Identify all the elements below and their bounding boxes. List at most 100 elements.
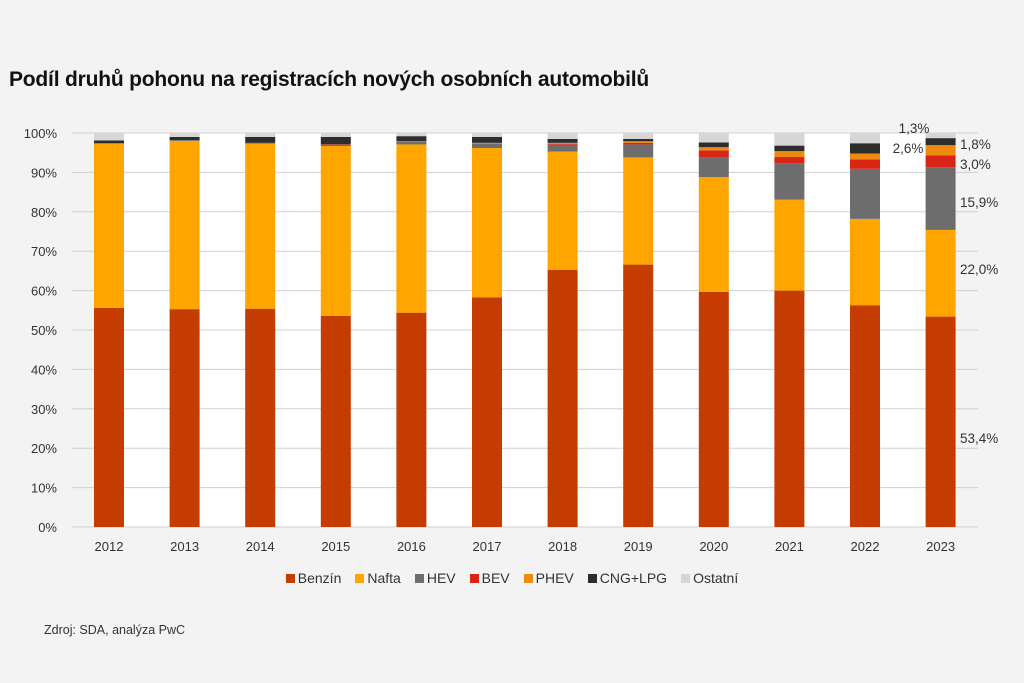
bar-segment-benz-n — [169, 309, 200, 527]
bar-segment-benz-n — [623, 264, 654, 527]
x-tick-label: 2023 — [926, 539, 955, 554]
bar-stack-2019 — [623, 133, 654, 527]
bar-stack-2016 — [396, 133, 427, 527]
legend-item-phev: PHEV — [523, 570, 574, 586]
y-tick-label: 20% — [31, 441, 57, 456]
bar-segment-cng-lpg — [547, 138, 578, 143]
bar-stack-2012 — [94, 133, 124, 527]
bar-segment-benz-n — [396, 312, 427, 527]
legend-item-hev: HEV — [414, 570, 456, 586]
bar-segment-cng-lpg — [396, 136, 427, 142]
bar-segment-hev — [698, 157, 729, 178]
bar-segment-benz-n — [320, 315, 351, 527]
bar-segment-ostatn- — [547, 133, 578, 139]
bar-segment-bev — [623, 142, 654, 145]
y-tick-label: 90% — [31, 165, 57, 180]
legend-label: CNG+LPG — [599, 570, 668, 586]
bar-segment-nafta — [925, 229, 956, 317]
bar-stack-2015 — [320, 133, 351, 527]
data-label: 1,3% — [899, 121, 930, 136]
legend: Benzín Nafta HEV BEV PHEV CNG+LPG Ostatní — [0, 570, 1024, 586]
bar-segment-benz-n — [850, 305, 880, 527]
bar-segment-ostatn- — [245, 133, 276, 137]
bar-segment-nafta — [547, 151, 578, 270]
bar-segment-benz-n — [925, 316, 956, 527]
x-tick-label: 2017 — [473, 539, 502, 554]
bar-segment-ostatn- — [396, 133, 427, 137]
bar-segment-phev — [547, 142, 578, 145]
bar-segment-cng-lpg — [169, 136, 200, 141]
bar-stack-2020 — [698, 133, 729, 527]
bar-segment-benz-n — [698, 291, 729, 527]
data-label: 15,9% — [960, 195, 998, 210]
bar-segment-hev — [320, 144, 351, 147]
x-tick-label: 2022 — [851, 539, 880, 554]
bar-segment-bev — [547, 144, 578, 145]
bar-segment-bev — [698, 150, 729, 158]
bar-stack-2023 — [925, 133, 956, 527]
bar-stack-2014 — [245, 133, 276, 527]
bar-segment-cng-lpg — [623, 138, 654, 142]
bar-segment-hev — [547, 144, 578, 152]
bar-segment-nafta — [472, 147, 502, 298]
gridlines — [72, 132, 978, 528]
bar-stack-2017 — [472, 133, 502, 527]
bar-segment-nafta — [245, 143, 276, 309]
bar-segment-cng-lpg — [925, 138, 956, 146]
bar-segment-hev — [169, 140, 200, 141]
legend-label: Nafta — [367, 570, 401, 586]
bar-stack-2022 — [850, 133, 880, 527]
x-tick-label: 2012 — [95, 539, 124, 554]
bar-segment-phev — [623, 141, 654, 143]
bar-stack-2021 — [774, 133, 805, 527]
x-axis-ticks: 2012 2013 2014 2015 2016 2017 2018 2019 2020 2021… — [95, 539, 956, 554]
y-tick-label: 0% — [38, 520, 57, 535]
bar-segment-nafta — [320, 146, 351, 316]
bar-segment-phev — [925, 145, 956, 156]
bar-segment-cng-lpg — [94, 140, 124, 144]
y-tick-label: 40% — [31, 362, 57, 377]
data-label: 2,6% — [893, 141, 924, 156]
legend-swatch — [285, 573, 295, 583]
bar-segment-phev — [774, 151, 805, 158]
bars — [94, 133, 956, 527]
bar-segment-nafta — [850, 218, 880, 306]
legend-label: Ostatní — [693, 570, 739, 586]
legend-label: Benzín — [297, 570, 342, 586]
legend-swatch — [523, 573, 533, 583]
legend-label: HEV — [426, 570, 456, 586]
bar-stack-2013 — [169, 133, 200, 527]
bar-segment-nafta — [169, 140, 200, 310]
bar-segment-hev — [774, 163, 805, 200]
bar-segment-phev — [472, 142, 502, 144]
bar-segment-nafta — [698, 177, 729, 292]
y-tick-label: 30% — [31, 402, 57, 417]
x-tick-label: 2013 — [170, 539, 199, 554]
bar-segment-cng-lpg — [472, 136, 502, 143]
legend-swatch — [414, 573, 424, 583]
bar-segment-benz-n — [472, 297, 502, 527]
legend-label: BEV — [481, 570, 510, 586]
bar-segment-nafta — [623, 157, 654, 265]
bar-segment-hev — [472, 144, 502, 148]
y-tick-label: 10% — [31, 481, 57, 496]
bar-segment-cng-lpg — [320, 136, 351, 145]
bar-segment-benz-n — [245, 308, 276, 527]
x-tick-label: 2015 — [321, 539, 350, 554]
bar-segment-ostatn- — [774, 133, 805, 146]
y-tick-label: 70% — [31, 244, 57, 259]
legend-item-benz-n: Benzín — [285, 570, 342, 586]
bar-segment-benz-n — [547, 269, 578, 527]
source-note: Zdroj: SDA, analýza PwC — [44, 623, 186, 637]
bar-segment-ostatn- — [925, 133, 956, 139]
bar-segment-bev — [925, 155, 956, 168]
data-label: 22,0% — [960, 262, 998, 277]
bar-segment-ostatn- — [94, 133, 124, 141]
legend-label: PHEV — [535, 570, 574, 586]
x-tick-label: 2020 — [699, 539, 728, 554]
bar-segment-ostatn- — [698, 133, 729, 143]
data-label: 53,4% — [960, 431, 998, 446]
bar-segment-hev — [623, 144, 654, 158]
bar-segment-nafta — [396, 144, 427, 313]
